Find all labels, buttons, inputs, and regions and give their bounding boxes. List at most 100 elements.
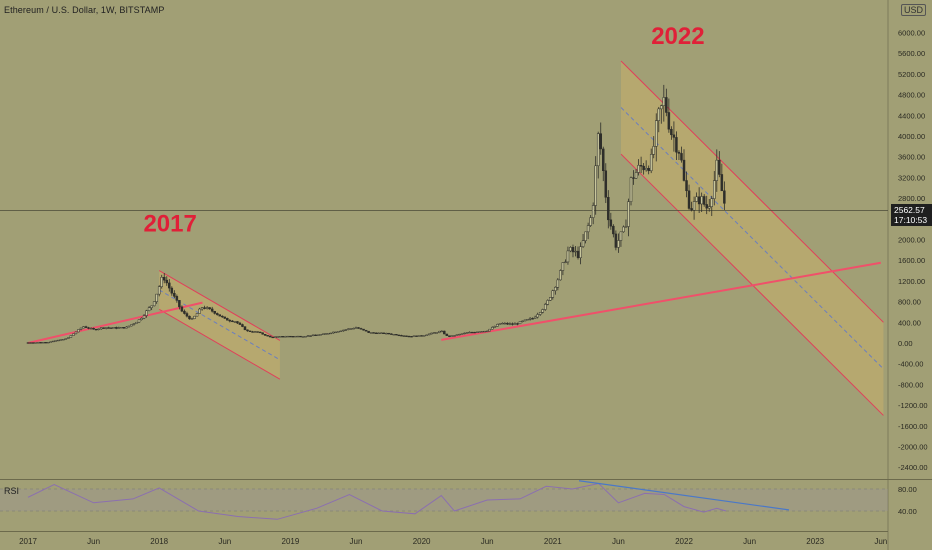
candle-body (135, 321, 138, 324)
candle-body (569, 247, 572, 252)
candle-body (309, 335, 312, 337)
candle-body (344, 329, 348, 331)
candle-body (115, 327, 118, 329)
last-price-value: 2562.57 (894, 205, 925, 215)
bar-countdown: 17:10:53 (894, 215, 928, 225)
candle-body (110, 327, 113, 329)
candle-body (261, 332, 264, 335)
candle-body (64, 338, 68, 340)
candle-body (584, 231, 587, 241)
candle-body (639, 165, 643, 167)
candle-body (470, 331, 474, 334)
candle-body (430, 332, 433, 335)
candle-body (528, 318, 532, 320)
rsi-line (27, 482, 727, 520)
candle-body (271, 336, 274, 339)
candle-body (591, 205, 595, 218)
candle-body (352, 328, 355, 330)
candle-body (392, 334, 396, 336)
candle-body (155, 293, 158, 302)
candle-body (369, 332, 373, 334)
candle-body (233, 321, 237, 323)
channel-upper-2017 (158, 270, 281, 341)
candle-body (221, 315, 224, 318)
candle-body (173, 292, 176, 297)
candle-body (670, 128, 673, 136)
x-tick-label: 2022 (675, 537, 693, 546)
candle-body (705, 204, 708, 209)
candle-body (390, 333, 393, 335)
candle-body (521, 320, 524, 323)
candle-body (185, 313, 189, 317)
candle-body (677, 151, 681, 154)
candle-body (34, 342, 37, 344)
candle-body (458, 333, 461, 336)
candle-body (31, 342, 35, 344)
candle-body (387, 332, 391, 335)
candle-body (77, 329, 80, 333)
y-tick-label: -1200.00 (898, 401, 928, 410)
candle-body (372, 332, 375, 334)
candle-body (435, 332, 438, 334)
candle-body (571, 247, 575, 253)
candle-body (644, 168, 648, 171)
y-tick-label: 5600.00 (898, 49, 925, 58)
y-tick-label: 4000.00 (898, 132, 925, 141)
candle-body (231, 320, 234, 323)
candle-body (251, 331, 254, 333)
candle-body (26, 342, 30, 344)
candle-body (513, 323, 517, 325)
candle-body (142, 315, 146, 319)
candle-body (132, 323, 136, 325)
candle-body (67, 337, 70, 339)
candle-body (483, 330, 486, 333)
candle-body (579, 246, 582, 258)
candle-body (205, 307, 209, 309)
candle-body (397, 334, 401, 337)
candle-body (188, 315, 191, 320)
rsi-tick-label: 80.00 (898, 485, 917, 494)
candle-body (453, 335, 456, 337)
currency-badge[interactable]: USD (900, 4, 926, 16)
candle-body (624, 226, 628, 228)
y-tick-label: 800.00 (898, 298, 921, 307)
candle-body (263, 334, 267, 336)
candle-body (546, 300, 550, 305)
candle-body (354, 327, 358, 329)
candle-body (57, 339, 60, 342)
candle-body (92, 327, 95, 330)
candle-body (241, 324, 244, 327)
candle-body (374, 332, 378, 334)
y-tick-label: -400.00 (898, 360, 923, 369)
candle-body (190, 318, 194, 320)
candle-body (97, 328, 100, 330)
rsi-title: RSI (4, 486, 20, 496)
candle-body (612, 225, 615, 235)
candle-body (157, 286, 161, 295)
candle-body (122, 327, 126, 329)
candle-body (102, 327, 105, 329)
candle-body (304, 336, 307, 338)
candle-body (549, 297, 552, 301)
candle-body (465, 332, 469, 334)
candle-body (175, 296, 179, 301)
candle-body (485, 330, 489, 333)
x-tick-label: Jun (743, 537, 756, 546)
candle-body (160, 276, 163, 287)
candle-body (140, 317, 143, 321)
candle-body (137, 319, 141, 323)
candle-body (665, 97, 668, 113)
candle-body (594, 165, 597, 206)
last-price-tag: 2562.57 17:10:53 (891, 204, 932, 226)
candle-body (258, 331, 262, 334)
candle-body (36, 342, 40, 344)
candle-body (294, 335, 297, 338)
candle-body (422, 335, 426, 337)
candle-body (284, 336, 287, 338)
candle-body (357, 327, 360, 329)
x-tick-label: 2019 (282, 537, 300, 546)
candle-body (87, 327, 90, 329)
candle-body (642, 165, 645, 171)
y-tick-label: 1600.00 (898, 256, 925, 265)
